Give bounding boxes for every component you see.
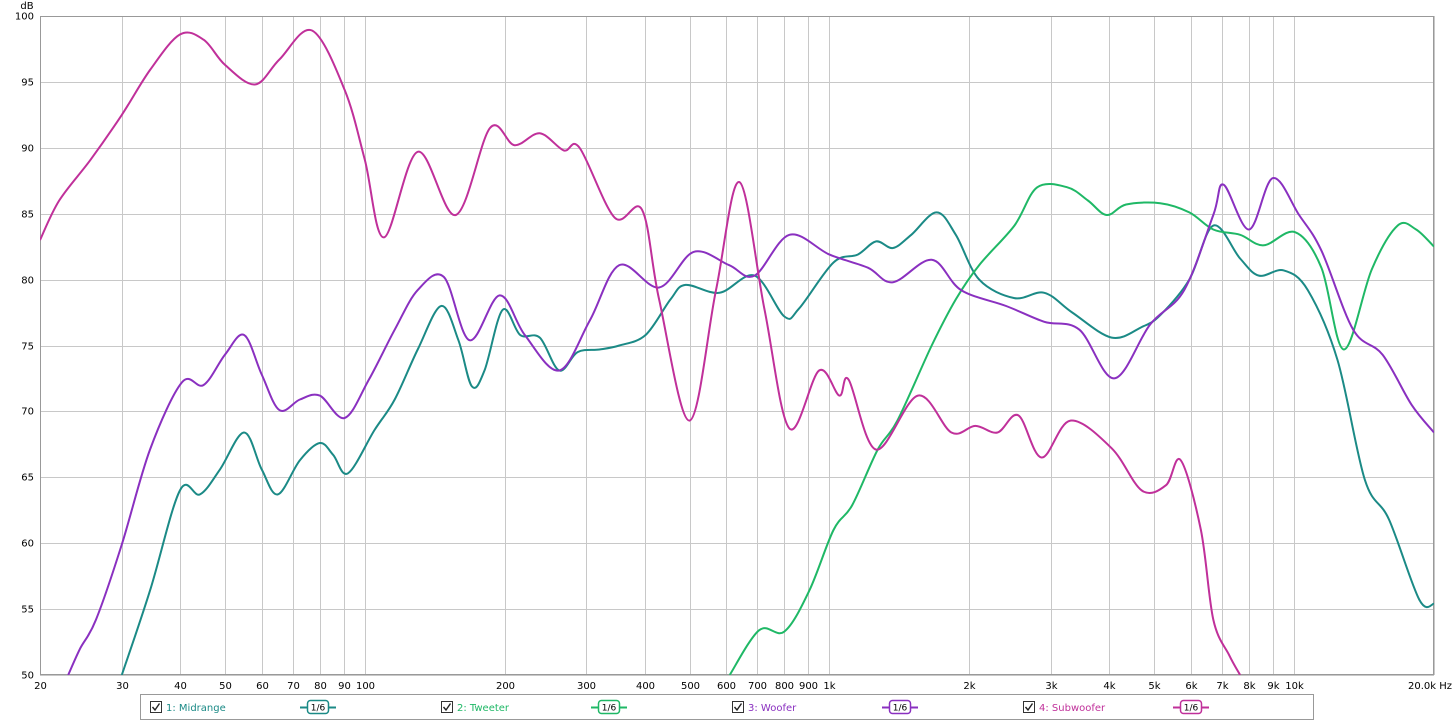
smoothing-label: 1/6 <box>311 704 326 714</box>
x-tick-label: 300 <box>577 681 596 692</box>
x-tick-label: 200 <box>496 681 515 692</box>
y-tick-label: 60 <box>21 539 34 550</box>
y-tick-label: 55 <box>21 605 34 616</box>
x-tick-label: 8k <box>1243 681 1255 692</box>
checkbox-check <box>733 703 743 712</box>
y-tick-label: 70 <box>21 407 34 418</box>
x-tick-label: 30 <box>116 681 129 692</box>
legend-checkbox[interactable] <box>441 701 453 713</box>
x-tick-label: 9k <box>1267 681 1279 692</box>
checkbox-check <box>442 703 452 712</box>
smoothing-label: 1/6 <box>893 704 908 714</box>
y-tick-label: 75 <box>21 342 34 353</box>
x-tick-label: 40 <box>174 681 187 692</box>
y-tick-label: 80 <box>21 276 34 287</box>
x-tick-label: 5k <box>1148 681 1160 692</box>
x-tick-label: 100 <box>356 681 375 692</box>
y-tick-label: 50 <box>21 671 34 682</box>
x-tick-label: 3k <box>1045 681 1057 692</box>
response-line <box>67 177 1434 675</box>
y-tick-label: 65 <box>21 473 34 484</box>
smoothing-badge[interactable] <box>597 699 621 715</box>
legend-label: 3: Woofer <box>748 703 797 714</box>
x-tick-label: 10k <box>1285 681 1304 692</box>
checkbox-check <box>1024 703 1034 712</box>
response-line <box>120 211 1434 675</box>
x-tick-label: 600 <box>717 681 736 692</box>
x-tick-label: 1k <box>823 681 835 692</box>
x-tick-label: 70 <box>287 681 300 692</box>
x-tick-label: 800 <box>775 681 794 692</box>
x-tick-label: 20.0k Hz <box>1408 681 1452 692</box>
y-tick-label: 100 <box>15 12 34 23</box>
x-tick-label: 2k <box>963 681 975 692</box>
response-line <box>728 182 1434 675</box>
response-line <box>40 28 1241 675</box>
legend-checkbox[interactable] <box>1023 701 1035 713</box>
x-tick-label: 400 <box>636 681 655 692</box>
x-tick-label: 90 <box>338 681 351 692</box>
legend-label: 1: Midrange <box>166 703 226 714</box>
x-tick-label: 50 <box>219 681 232 692</box>
y-axis-label: dB <box>20 1 33 12</box>
legend-checkbox[interactable] <box>150 701 162 713</box>
x-tick-label: 20 <box>34 681 47 692</box>
plot-border <box>40 16 1434 675</box>
legend-label: 4: Subwoofer <box>1039 703 1106 714</box>
smoothing-badge[interactable] <box>1179 699 1203 715</box>
checkbox-check <box>151 703 161 712</box>
y-tick-label: 90 <box>21 144 34 155</box>
x-tick-label: 60 <box>256 681 269 692</box>
smoothing-label: 1/6 <box>602 704 617 714</box>
legend-label: 2: Tweeter <box>457 703 510 714</box>
x-tick-label: 700 <box>748 681 767 692</box>
smoothing-badge[interactable] <box>306 699 330 715</box>
y-tick-label: 85 <box>21 210 34 221</box>
x-tick-label: 80 <box>314 681 327 692</box>
x-tick-label: 4k <box>1103 681 1115 692</box>
legend-checkbox[interactable] <box>732 701 744 713</box>
x-tick-label: 6k <box>1185 681 1197 692</box>
smoothing-badge[interactable] <box>888 699 912 715</box>
smoothing-label: 1/6 <box>1184 704 1199 714</box>
x-tick-label: 900 <box>799 681 818 692</box>
x-tick-label: 7k <box>1216 681 1228 692</box>
y-tick-label: 95 <box>21 78 34 89</box>
plot-lines <box>40 28 1434 675</box>
x-tick-label: 500 <box>681 681 700 692</box>
